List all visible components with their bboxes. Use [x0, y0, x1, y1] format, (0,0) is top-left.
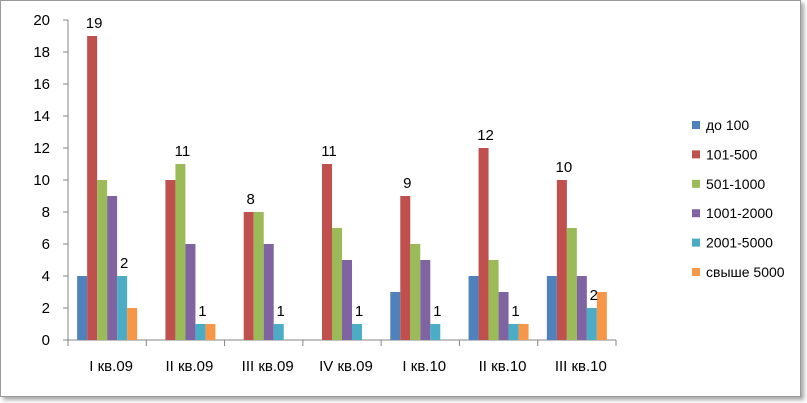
bar [400, 196, 411, 340]
bar [498, 292, 509, 340]
bar [77, 276, 88, 340]
bar [488, 260, 499, 340]
bar [556, 180, 567, 340]
bar [243, 212, 254, 340]
x-tick-label: III кв.10 [555, 358, 607, 375]
legend-label: 101-500 [706, 146, 758, 162]
legend-swatch [692, 268, 700, 276]
bar [97, 180, 108, 340]
x-tick-label: I кв.10 [402, 358, 446, 375]
bar [430, 324, 441, 340]
legend-swatch [692, 150, 700, 159]
bar [332, 228, 342, 340]
legend: до 100 101-500 501-1000 1001-2000 2001-5000 с… [692, 117, 785, 280]
legend-swatch [692, 209, 700, 218]
data-label: 11 [175, 143, 191, 160]
y-tick-label: 18 [33, 44, 50, 61]
bar [175, 164, 186, 340]
bar [390, 292, 401, 340]
x-tick-label: I кв.09 [89, 358, 133, 375]
bar [117, 276, 128, 340]
data-label: 19 [86, 15, 103, 32]
legend-label: 501-1000 [706, 176, 765, 192]
bar [342, 260, 352, 340]
x-tick-label: II кв.10 [479, 358, 527, 375]
data-label: 9 [403, 175, 411, 192]
bar [576, 276, 587, 340]
bar [205, 324, 216, 340]
bar [253, 212, 264, 340]
data-label: 10 [556, 159, 573, 176]
data-label: 2 [590, 287, 598, 304]
data-label: 12 [477, 127, 494, 144]
legend-swatch [692, 179, 700, 188]
legend-label: 1001-2000 [706, 205, 773, 221]
y-tick-label: 4 [42, 268, 50, 285]
legend-label: свыше 5000 [706, 264, 785, 280]
bar [263, 244, 274, 340]
legend-label: до 100 [706, 117, 749, 133]
bar [566, 228, 577, 340]
bar [468, 276, 479, 340]
legend-swatch [692, 121, 700, 129]
bar [508, 324, 519, 340]
data-label: 1 [277, 303, 285, 320]
bar [352, 324, 362, 340]
y-tick-label: 6 [42, 236, 50, 253]
x-tick-label: III кв.09 [242, 358, 294, 375]
data-label: 11 [321, 143, 337, 160]
bar [273, 324, 284, 340]
bar [87, 36, 98, 340]
y-tick-label: 12 [33, 140, 50, 157]
data-label: 1 [355, 303, 363, 320]
data-label: 8 [247, 191, 255, 208]
bar [546, 276, 557, 340]
bar [596, 292, 607, 340]
bar [185, 244, 196, 340]
bar [420, 260, 431, 340]
y-tick-label: 14 [33, 108, 50, 125]
bar [195, 324, 206, 340]
bar [107, 196, 118, 340]
y-tick-label: 2 [42, 300, 50, 317]
bar [127, 308, 138, 340]
x-tick-label: II кв.09 [165, 358, 213, 375]
legend-swatch [692, 238, 700, 247]
data-label: 1 [198, 303, 206, 320]
data-label: 1 [433, 303, 441, 320]
bar [518, 324, 529, 340]
y-tick-label: 10 [33, 172, 50, 189]
bar [478, 148, 489, 340]
y-tick-label: 8 [42, 204, 50, 221]
x-tick-label: IV кв.09 [319, 358, 373, 375]
bar [586, 308, 597, 340]
y-tick-label: 16 [33, 76, 50, 93]
y-tick-label: 20 [33, 12, 50, 29]
bars [77, 36, 607, 340]
bar [322, 164, 332, 340]
y-tick-label: 0 [42, 332, 50, 349]
legend-label: 2001-5000 [706, 235, 773, 251]
bar [410, 244, 421, 340]
data-label: 1 [511, 303, 519, 320]
data-label: 2 [120, 255, 128, 272]
bar [165, 180, 176, 340]
